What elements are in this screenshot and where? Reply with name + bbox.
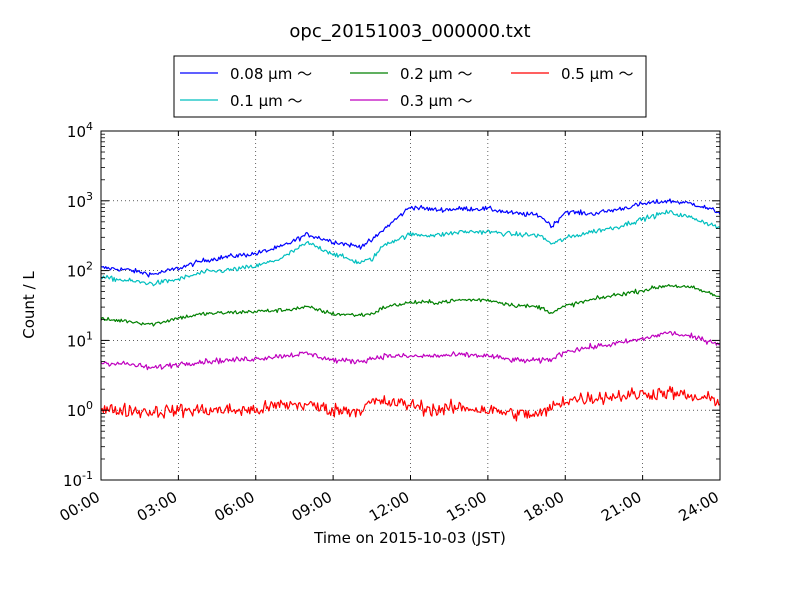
legend-label-2: 0.2 µm ～ (400, 65, 473, 83)
x-tick-label: 00:00 (57, 488, 103, 525)
series-line-0 (100, 198, 721, 278)
y-axis-label: Count / L (20, 271, 38, 339)
y-tick-label: 103 (67, 190, 93, 211)
y-tick-labels: 10-1 100 101 102 103 104 (63, 120, 93, 490)
legend: 0.08 µm ～ 0.1 µm ～ 0.2 µm ～ 0.3 µm ～ 0.5 µm … (173, 55, 647, 118)
series-line-4 (100, 385, 721, 422)
x-axis-label: Time on 2015-10-03 (JST) (313, 529, 506, 547)
series-layer (100, 198, 721, 422)
legend-label-0: 0.08 µm ～ (230, 65, 312, 83)
y-tick-label: 100 (67, 399, 93, 420)
axis-ticks (100, 130, 721, 481)
plot-area (101, 131, 720, 480)
legend-box (173, 55, 647, 118)
legend-label-1: 0.1 µm ～ (230, 92, 303, 110)
x-tick-label: 06:00 (211, 488, 257, 525)
legend-label-4: 0.5 µm ～ (561, 65, 634, 83)
series-line-1 (100, 209, 721, 287)
x-tick-label: 15:00 (443, 488, 489, 525)
y-tick-label: 102 (67, 260, 93, 281)
x-tick-label: 24:00 (676, 488, 722, 525)
series-line-3 (100, 330, 721, 371)
chart-title: opc_20151003_000000.txt (289, 21, 530, 42)
y-tick-label: 10-1 (63, 469, 93, 490)
x-tick-label: 09:00 (289, 488, 335, 525)
legend-label-3: 0.3 µm ～ (400, 92, 473, 110)
x-tick-label: 12:00 (366, 488, 412, 525)
x-tick-labels: 00:00 03:00 06:00 09:00 12:00 15:00 18:00 21:00… (57, 488, 722, 525)
series-line-2 (100, 284, 721, 327)
x-tick-label: 03:00 (134, 488, 180, 525)
y-tick-label: 104 (67, 120, 93, 141)
y-tick-label: 101 (67, 329, 93, 350)
x-tick-label: 18:00 (521, 488, 567, 525)
x-tick-label: 21:00 (598, 488, 644, 525)
